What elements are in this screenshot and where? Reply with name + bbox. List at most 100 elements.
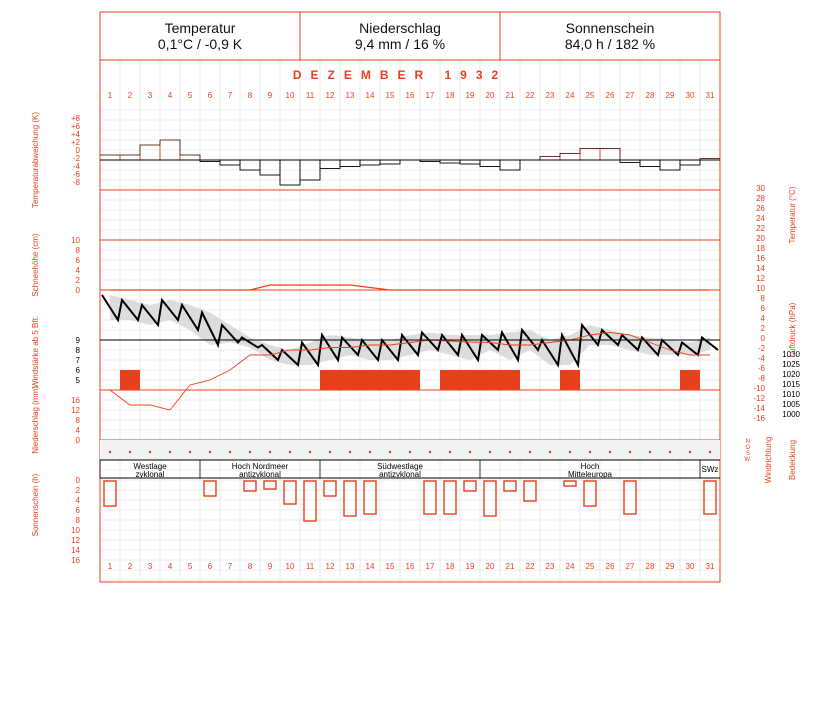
temp-tick: 30 bbox=[756, 184, 765, 193]
sunshine-bar bbox=[483, 480, 497, 517]
precip-tick: 8 bbox=[76, 416, 81, 425]
sunshine-bar bbox=[423, 480, 437, 515]
anomaly-bar bbox=[279, 159, 301, 186]
day-label-bottom: 29 bbox=[666, 562, 675, 571]
wind-bft5-block bbox=[440, 370, 460, 390]
header-temperature-title: Temperatur bbox=[164, 20, 236, 36]
sunshine-bar bbox=[323, 480, 337, 497]
day-label-bottom: 12 bbox=[326, 562, 335, 571]
day-label-top: 30 bbox=[686, 91, 695, 100]
day-label-bottom: 16 bbox=[406, 562, 415, 571]
precip-tick: 16 bbox=[71, 396, 80, 405]
sunshine-bar bbox=[243, 480, 257, 492]
snow-tick: 8 bbox=[76, 246, 81, 255]
day-label-bottom: 28 bbox=[646, 562, 655, 571]
day-label-top: 19 bbox=[466, 91, 475, 100]
wind-dir-tick: O bbox=[745, 445, 750, 451]
label-temperature: Temperatur (°C) bbox=[788, 186, 797, 243]
wind-direction-dot bbox=[688, 450, 692, 454]
pressure-tick: 1020 bbox=[782, 370, 800, 379]
wind-tick: 6 bbox=[76, 366, 81, 375]
day-label-bottom: 7 bbox=[228, 562, 233, 571]
temp-tick: 10 bbox=[756, 284, 765, 293]
sunshine-bar bbox=[523, 480, 537, 502]
wind-direction-dot bbox=[568, 450, 572, 454]
precip-tick: 0 bbox=[76, 436, 81, 445]
sunshine-bar bbox=[203, 480, 217, 497]
header-precipitation-title: Niederschlag bbox=[359, 20, 441, 36]
temp-tick: 2 bbox=[761, 324, 766, 333]
sunshine-bar bbox=[503, 480, 517, 492]
wind-direction-dot bbox=[648, 450, 652, 454]
day-label-top: 9 bbox=[268, 91, 273, 100]
anomaly-bar bbox=[339, 159, 361, 167]
weather-type-label: Hoch bbox=[581, 462, 600, 471]
anomaly-bar bbox=[359, 159, 381, 166]
day-label-bottom: 25 bbox=[586, 562, 595, 571]
temp-mean-line bbox=[109, 332, 710, 411]
pressure-tick: 1025 bbox=[782, 360, 800, 369]
day-label-bottom: 23 bbox=[546, 562, 555, 571]
sunshine-tick: 10 bbox=[71, 526, 80, 535]
sunshine-bar bbox=[443, 480, 457, 515]
wind-bft5-block bbox=[500, 370, 520, 390]
day-label-bottom: 8 bbox=[248, 562, 253, 571]
weather-type-label: Südwestlage bbox=[377, 462, 423, 471]
label-wind: Windstärke ab 5 Bft. bbox=[31, 316, 40, 388]
temp-tick: 4 bbox=[761, 314, 766, 323]
wind-direction-dot bbox=[628, 450, 632, 454]
wind-direction-dot bbox=[328, 450, 332, 454]
precip-tick: 12 bbox=[71, 406, 80, 415]
wind-direction-dot bbox=[468, 450, 472, 454]
day-label-top: 4 bbox=[168, 91, 173, 100]
sunshine-tick: 12 bbox=[71, 536, 80, 545]
anomaly-tick: +2 bbox=[71, 138, 81, 147]
wind-direction-dot bbox=[448, 450, 452, 454]
temp-tick: 28 bbox=[756, 194, 765, 203]
wind-direction-dot bbox=[528, 450, 532, 454]
day-label-bottom: 17 bbox=[426, 562, 435, 571]
wind-tick: 8 bbox=[76, 346, 81, 355]
wind-direction-dot bbox=[128, 450, 132, 454]
anomaly-bar bbox=[679, 159, 701, 166]
temp-tick: -2 bbox=[758, 344, 766, 353]
wind-dir-tick: N bbox=[746, 439, 750, 445]
wind-bft5-block bbox=[460, 370, 480, 390]
snow-depth-line bbox=[110, 284, 710, 291]
sunshine-tick: 8 bbox=[76, 516, 81, 525]
temp-tick: 24 bbox=[756, 214, 765, 223]
label-pressure: Luftdruck (hPa) bbox=[788, 302, 797, 357]
wind-direction-dot bbox=[668, 450, 672, 454]
wind-direction-dot bbox=[588, 450, 592, 454]
anomaly-tick: +4 bbox=[71, 130, 81, 139]
wind-direction-dot bbox=[288, 450, 292, 454]
wind-direction-dot bbox=[608, 450, 612, 454]
anomaly-tick: -8 bbox=[73, 178, 81, 187]
day-label-bottom: 31 bbox=[706, 562, 715, 571]
label-precip: Niederschlag (mm) bbox=[31, 386, 40, 454]
temp-tick: 18 bbox=[756, 244, 765, 253]
day-label-bottom: 22 bbox=[526, 562, 535, 571]
day-label-bottom: 30 bbox=[686, 562, 695, 571]
day-label-bottom: 9 bbox=[268, 562, 273, 571]
anomaly-tick: -6 bbox=[73, 170, 81, 179]
wind-bft5-block bbox=[320, 370, 340, 390]
day-label-bottom: 11 bbox=[306, 562, 315, 571]
day-label-bottom: 2 bbox=[128, 562, 133, 571]
day-label-top: 18 bbox=[446, 91, 455, 100]
day-label-bottom: 26 bbox=[606, 562, 615, 571]
anomaly-bar bbox=[459, 159, 481, 165]
temp-tick: 12 bbox=[756, 274, 765, 283]
day-label-top: 27 bbox=[626, 91, 635, 100]
pressure-tick: 1005 bbox=[782, 400, 800, 409]
wind-direction-dot bbox=[428, 450, 432, 454]
weather-type-label: SWz bbox=[702, 465, 719, 474]
anomaly-bar bbox=[259, 159, 281, 176]
pressure-tick: 1030 bbox=[782, 350, 800, 359]
temp-tick: -8 bbox=[758, 374, 766, 383]
anomaly-tick: +6 bbox=[71, 122, 81, 131]
day-label-top: 29 bbox=[666, 91, 675, 100]
wind-direction-dot bbox=[268, 450, 272, 454]
sunshine-tick: 6 bbox=[76, 506, 81, 515]
day-label-bottom: 1 bbox=[108, 562, 113, 571]
